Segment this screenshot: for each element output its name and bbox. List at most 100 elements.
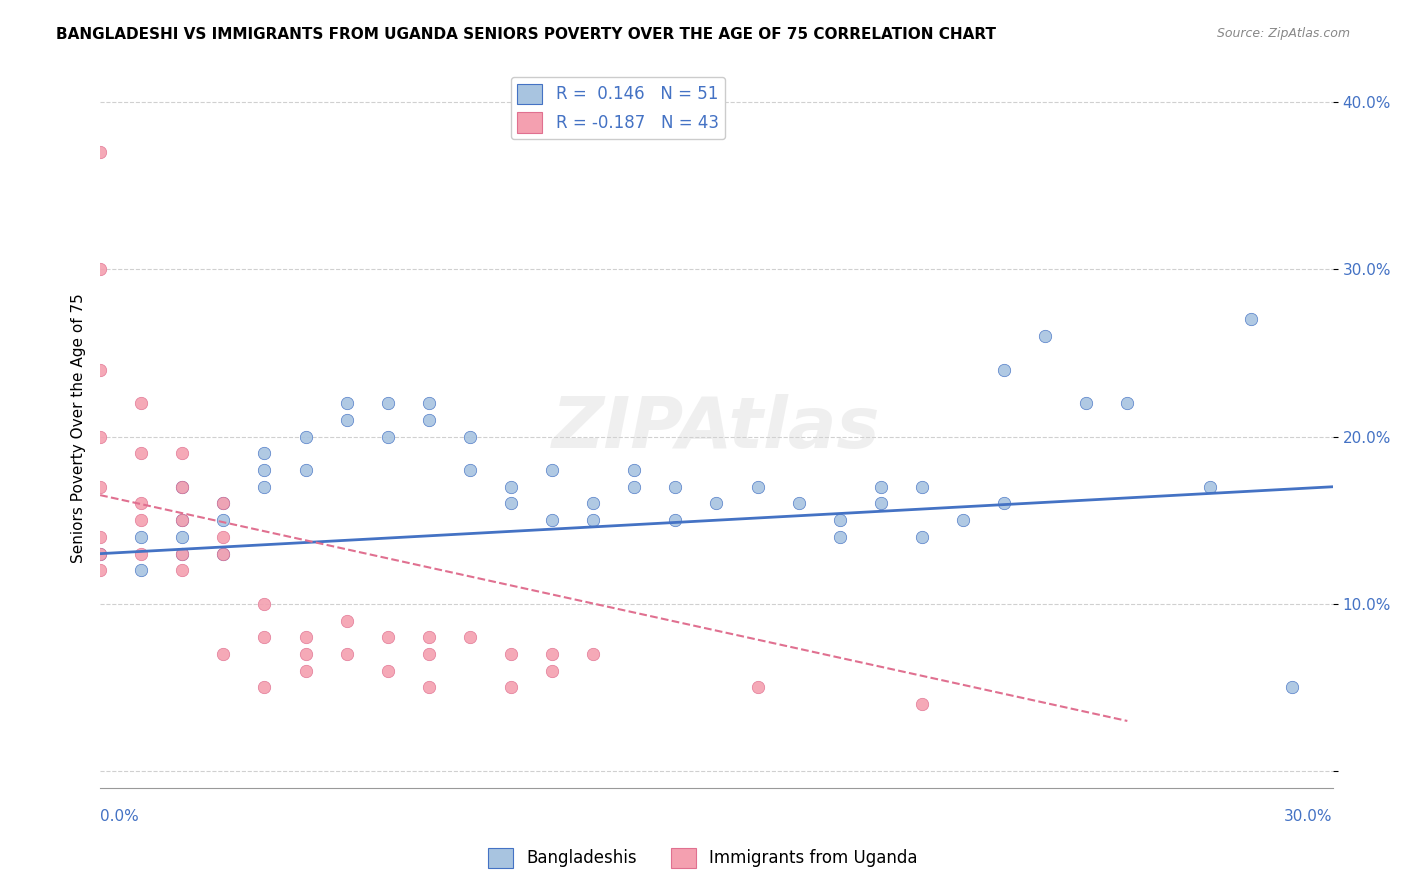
Point bbox=[172, 547, 194, 561]
Point bbox=[294, 664, 316, 678]
Point bbox=[89, 362, 111, 376]
Point bbox=[89, 429, 111, 443]
Point bbox=[458, 429, 481, 443]
Point bbox=[418, 647, 440, 661]
Point bbox=[89, 262, 111, 277]
Point bbox=[541, 463, 564, 477]
Point bbox=[418, 630, 440, 644]
Point bbox=[911, 480, 934, 494]
Text: BANGLADESHI VS IMMIGRANTS FROM UGANDA SENIORS POVERTY OVER THE AGE OF 75 CORRELA: BANGLADESHI VS IMMIGRANTS FROM UGANDA SE… bbox=[56, 27, 997, 42]
Point bbox=[172, 446, 194, 460]
Point bbox=[172, 480, 194, 494]
Point bbox=[129, 396, 152, 410]
Point bbox=[499, 480, 522, 494]
Point bbox=[212, 513, 235, 527]
Point bbox=[129, 496, 152, 510]
Legend: R =  0.146   N = 51, R = -0.187   N = 43: R = 0.146 N = 51, R = -0.187 N = 43 bbox=[510, 77, 725, 139]
Point bbox=[623, 480, 645, 494]
Point bbox=[253, 597, 276, 611]
Point bbox=[89, 563, 111, 577]
Point bbox=[294, 630, 316, 644]
Point bbox=[869, 496, 891, 510]
Point bbox=[172, 547, 194, 561]
Point bbox=[212, 496, 235, 510]
Point bbox=[89, 547, 111, 561]
Point bbox=[582, 647, 605, 661]
Point bbox=[418, 681, 440, 695]
Text: 30.0%: 30.0% bbox=[1284, 809, 1333, 824]
Point bbox=[212, 547, 235, 561]
Point bbox=[458, 630, 481, 644]
Point bbox=[212, 530, 235, 544]
Point bbox=[336, 413, 359, 427]
Point bbox=[294, 463, 316, 477]
Point bbox=[89, 145, 111, 160]
Point bbox=[336, 647, 359, 661]
Point bbox=[294, 429, 316, 443]
Point bbox=[212, 496, 235, 510]
Point bbox=[828, 530, 851, 544]
Point bbox=[541, 647, 564, 661]
Point bbox=[828, 513, 851, 527]
Point bbox=[869, 480, 891, 494]
Point bbox=[253, 446, 276, 460]
Point bbox=[336, 396, 359, 410]
Point bbox=[1281, 681, 1303, 695]
Point bbox=[458, 463, 481, 477]
Point bbox=[294, 647, 316, 661]
Point bbox=[212, 547, 235, 561]
Point bbox=[993, 362, 1015, 376]
Point bbox=[129, 513, 152, 527]
Point bbox=[129, 547, 152, 561]
Point bbox=[377, 396, 399, 410]
Point bbox=[747, 480, 769, 494]
Point bbox=[129, 530, 152, 544]
Point bbox=[212, 647, 235, 661]
Point bbox=[911, 697, 934, 711]
Point bbox=[89, 547, 111, 561]
Point bbox=[377, 429, 399, 443]
Legend: Bangladeshis, Immigrants from Uganda: Bangladeshis, Immigrants from Uganda bbox=[482, 841, 924, 875]
Point bbox=[172, 530, 194, 544]
Point bbox=[747, 681, 769, 695]
Point bbox=[541, 513, 564, 527]
Point bbox=[582, 513, 605, 527]
Text: Source: ZipAtlas.com: Source: ZipAtlas.com bbox=[1216, 27, 1350, 40]
Point bbox=[1198, 480, 1220, 494]
Point bbox=[172, 513, 194, 527]
Point bbox=[89, 480, 111, 494]
Point bbox=[253, 463, 276, 477]
Point bbox=[706, 496, 728, 510]
Y-axis label: Seniors Poverty Over the Age of 75: Seniors Poverty Over the Age of 75 bbox=[72, 293, 86, 563]
Point bbox=[377, 630, 399, 644]
Point bbox=[664, 513, 686, 527]
Point bbox=[664, 480, 686, 494]
Point bbox=[911, 530, 934, 544]
Point bbox=[253, 630, 276, 644]
Point bbox=[787, 496, 810, 510]
Point bbox=[172, 563, 194, 577]
Point bbox=[1239, 312, 1261, 326]
Point bbox=[623, 463, 645, 477]
Point bbox=[952, 513, 974, 527]
Point bbox=[172, 480, 194, 494]
Point bbox=[1116, 396, 1139, 410]
Point bbox=[89, 530, 111, 544]
Point bbox=[418, 413, 440, 427]
Point bbox=[541, 664, 564, 678]
Text: ZIPAtlas: ZIPAtlas bbox=[553, 393, 880, 463]
Point bbox=[336, 614, 359, 628]
Point bbox=[129, 446, 152, 460]
Point bbox=[129, 563, 152, 577]
Point bbox=[499, 681, 522, 695]
Point bbox=[1033, 329, 1056, 343]
Text: 0.0%: 0.0% bbox=[100, 809, 139, 824]
Point bbox=[582, 496, 605, 510]
Point bbox=[253, 480, 276, 494]
Point bbox=[253, 681, 276, 695]
Point bbox=[499, 496, 522, 510]
Point bbox=[993, 496, 1015, 510]
Point bbox=[499, 647, 522, 661]
Point bbox=[172, 513, 194, 527]
Point bbox=[418, 396, 440, 410]
